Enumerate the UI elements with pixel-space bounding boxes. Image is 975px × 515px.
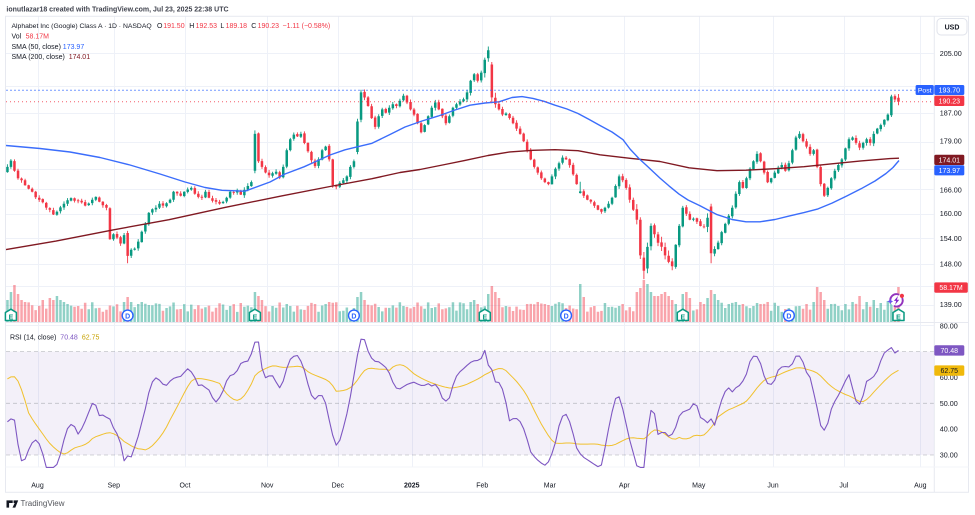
svg-text:Sep: Sep (108, 482, 121, 489)
svg-text:30.00: 30.00 (940, 451, 958, 460)
svg-text:205.00: 205.00 (940, 49, 962, 58)
svg-text:E: E (680, 314, 685, 321)
svg-text:Jul: Jul (839, 482, 848, 489)
svg-text:ionutlazar18 created with Trad: ionutlazar18 created with TradingView.co… (6, 6, 228, 13)
svg-text:Feb: Feb (476, 482, 488, 489)
svg-text:60.00: 60.00 (940, 373, 958, 382)
svg-text:D: D (125, 313, 130, 320)
svg-text:TradingView: TradingView (21, 499, 65, 508)
svg-text:189.18: 189.18 (226, 23, 248, 30)
svg-text:62.75: 62.75 (82, 335, 100, 342)
svg-text:C: C (251, 23, 256, 30)
svg-text:50.00: 50.00 (940, 399, 958, 408)
svg-text:USD: USD (945, 25, 960, 32)
svg-text:154.00: 154.00 (940, 234, 962, 243)
svg-text:D: D (564, 313, 569, 320)
svg-text:179.00: 179.00 (940, 137, 962, 146)
svg-text:SMA (50, close): SMA (50, close) (12, 44, 61, 51)
svg-text:Oct: Oct (180, 482, 191, 489)
svg-text:Aug: Aug (31, 482, 44, 489)
svg-text:70.48: 70.48 (941, 348, 959, 355)
svg-text:−1.11 (−0.58%): −1.11 (−0.58%) (283, 23, 331, 30)
svg-text:166.00: 166.00 (940, 185, 962, 194)
svg-text:Alphabet Inc (Google) Class A: Alphabet Inc (Google) Class A · 1D · NAS… (12, 23, 152, 30)
svg-text:58.17M: 58.17M (26, 34, 50, 41)
svg-text:62.75: 62.75 (941, 368, 959, 375)
svg-text:70.48: 70.48 (60, 335, 78, 342)
svg-text:174.01: 174.01 (939, 157, 961, 164)
svg-text:E: E (253, 314, 258, 321)
svg-text:Aug: Aug (914, 482, 927, 489)
svg-text:D: D (786, 313, 791, 320)
svg-text:Dec: Dec (332, 482, 345, 489)
svg-text:D: D (351, 313, 356, 320)
svg-text:Nov: Nov (261, 482, 274, 489)
svg-text:Apr: Apr (619, 482, 631, 489)
svg-text:SMA (200, close): SMA (200, close) (12, 54, 65, 61)
svg-text:H: H (189, 23, 194, 30)
svg-text:40.00: 40.00 (940, 425, 958, 434)
svg-text:190.23: 190.23 (258, 23, 280, 30)
svg-text:Post: Post (918, 88, 932, 95)
svg-text:Jun: Jun (767, 482, 778, 489)
svg-text:80.00: 80.00 (940, 321, 958, 330)
svg-text:L: L (220, 23, 224, 30)
svg-text:2025: 2025 (404, 482, 420, 489)
svg-text:173.97: 173.97 (939, 168, 961, 175)
svg-text:174.01: 174.01 (69, 54, 91, 61)
svg-text:O: O (157, 23, 163, 30)
svg-text:139.00: 139.00 (940, 300, 962, 309)
svg-text:193.70: 193.70 (939, 88, 961, 95)
svg-text:173.97: 173.97 (63, 44, 85, 51)
svg-text:148.00: 148.00 (940, 260, 962, 269)
svg-text:May: May (692, 482, 706, 489)
svg-text:RSI (14, close): RSI (14, close) (10, 335, 56, 342)
svg-text:191.50: 191.50 (163, 23, 185, 30)
svg-text:160.00: 160.00 (940, 209, 962, 218)
svg-text:E: E (896, 314, 901, 321)
svg-text:192.53: 192.53 (196, 23, 218, 30)
svg-text:58.17M: 58.17M (939, 285, 963, 292)
svg-text:187.00: 187.00 (940, 108, 962, 117)
svg-text:E: E (482, 314, 487, 321)
svg-text:E: E (9, 314, 14, 321)
svg-text:190.23: 190.23 (939, 98, 961, 105)
svg-text:Vol: Vol (12, 34, 22, 41)
svg-text:Mar: Mar (544, 482, 557, 489)
